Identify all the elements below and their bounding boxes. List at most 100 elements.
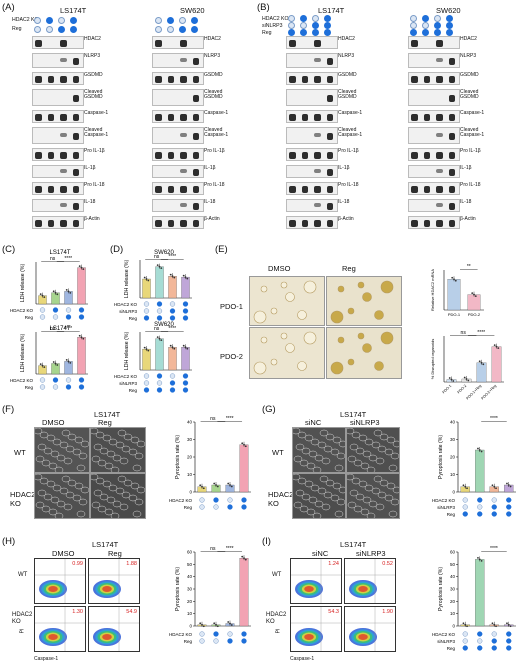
condition-row-label: Reg: [447, 646, 456, 651]
condition-dot: [39, 314, 46, 320]
cell: [112, 500, 122, 508]
y-tick-label: 0: [189, 490, 192, 495]
data-point: [160, 339, 163, 342]
organoid: [337, 336, 345, 344]
data-point: [69, 292, 72, 294]
blot-label: Pro IL-1β: [204, 148, 225, 154]
organoid: [253, 361, 267, 375]
b-row-hdac2ko: HDAC2 KO: [262, 16, 289, 22]
organoid-image: [253, 280, 317, 324]
data-point: [182, 274, 185, 277]
data-point: [80, 336, 83, 339]
g-chart: 0 10 20 30 40 Pyroptosis rate (%) **** HDAC2 KO…: [432, 416, 516, 517]
condition-dot: [169, 373, 176, 379]
data-point: [243, 557, 245, 560]
blot-band: [289, 186, 296, 193]
blot-band: [180, 169, 187, 173]
bar: [142, 348, 151, 371]
bar: [142, 278, 151, 299]
blot-band: [314, 58, 321, 62]
condition-dot: [182, 301, 189, 307]
blot-strip: [408, 53, 460, 68]
data-point: [158, 337, 161, 340]
condition-row-label: siNLRP3: [437, 505, 455, 510]
condition-dot: [143, 308, 150, 314]
data-point: [244, 445, 247, 448]
blot-band: [192, 95, 199, 102]
cell: [48, 508, 58, 516]
blot-band: [60, 133, 67, 137]
condition-dot: [179, 17, 186, 24]
organoid: [380, 331, 394, 345]
bar: [447, 279, 461, 311]
cell: [301, 447, 311, 455]
cell: [48, 462, 58, 470]
blot-strip: [32, 127, 84, 144]
cell: [102, 480, 112, 488]
blot-label: Caspase-1: [204, 110, 229, 116]
blot-strip: [32, 199, 84, 212]
bar: [155, 338, 164, 371]
condition-dot: [182, 315, 189, 321]
cell: [355, 447, 365, 455]
g-sinlrp3-label: siNLRP3: [350, 418, 380, 427]
data-point: [67, 290, 70, 293]
condition-dot: [312, 22, 319, 29]
condition-dot: [324, 15, 331, 22]
data-point: [480, 560, 483, 562]
blot-band: [448, 76, 455, 83]
blot-band: [60, 58, 67, 62]
cell: [362, 496, 372, 504]
data-point: [448, 377, 451, 379]
h-wt-label: WT: [18, 572, 28, 578]
blot-band: [72, 76, 79, 83]
blot-label: Pro IL-18: [204, 182, 225, 188]
data-point: [184, 276, 187, 278]
blot-label: Pro IL-1β: [338, 148, 359, 154]
data-point: [145, 278, 148, 280]
condition-dot: [182, 308, 189, 314]
h-chart: 0 10 20 30 40 50 60 Pyroptosis rate (%) ns **** HD…: [169, 546, 251, 644]
blot-band: [155, 76, 162, 83]
cell: [61, 429, 71, 437]
condition-dot: [422, 15, 429, 22]
condition-row-label: siNLRP3: [437, 639, 455, 644]
condition-dot: [462, 645, 468, 651]
blot-band: [35, 114, 42, 121]
y-tick-label: 40: [450, 574, 456, 579]
cell: [95, 477, 105, 485]
blot-band: [436, 58, 443, 62]
cell: [306, 508, 316, 516]
blot-strip: [286, 72, 338, 85]
data-point: [451, 276, 454, 279]
cell: [360, 508, 370, 516]
blot-band: [448, 220, 455, 227]
x-tick-label: PDO-1: [442, 384, 453, 395]
condition-dot: [65, 314, 72, 320]
blot-band: [180, 76, 187, 83]
significance-label: ns: [154, 326, 160, 332]
blot-band: [314, 76, 321, 83]
blot-band: [35, 220, 42, 227]
significance-label: **: [467, 264, 471, 270]
cell: [43, 447, 53, 455]
condition-dot: [199, 497, 205, 503]
data-point: [509, 485, 512, 488]
organoid: [280, 281, 288, 289]
panel-label-c: (C): [2, 244, 16, 255]
cell: [386, 482, 396, 490]
data-point: [495, 487, 497, 490]
cell: [319, 429, 329, 437]
blot-strip: [408, 216, 460, 229]
g-micro-ko-sinlrp3: [346, 473, 400, 519]
condition-dot: [491, 645, 497, 651]
data-point: [241, 555, 244, 558]
blot-band: [180, 220, 187, 227]
data-point: [462, 622, 465, 625]
condition-dot: [156, 308, 163, 314]
g-wt-label: WT: [272, 448, 284, 457]
condition-dot: [462, 638, 468, 644]
flow-density: [304, 586, 314, 592]
i-sinc-label: siNC: [312, 549, 329, 558]
condition-dot: [227, 504, 233, 510]
